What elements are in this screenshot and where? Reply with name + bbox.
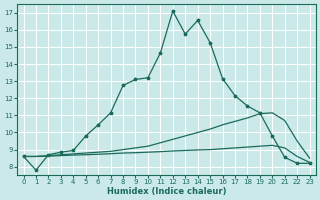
X-axis label: Humidex (Indice chaleur): Humidex (Indice chaleur)	[107, 187, 226, 196]
